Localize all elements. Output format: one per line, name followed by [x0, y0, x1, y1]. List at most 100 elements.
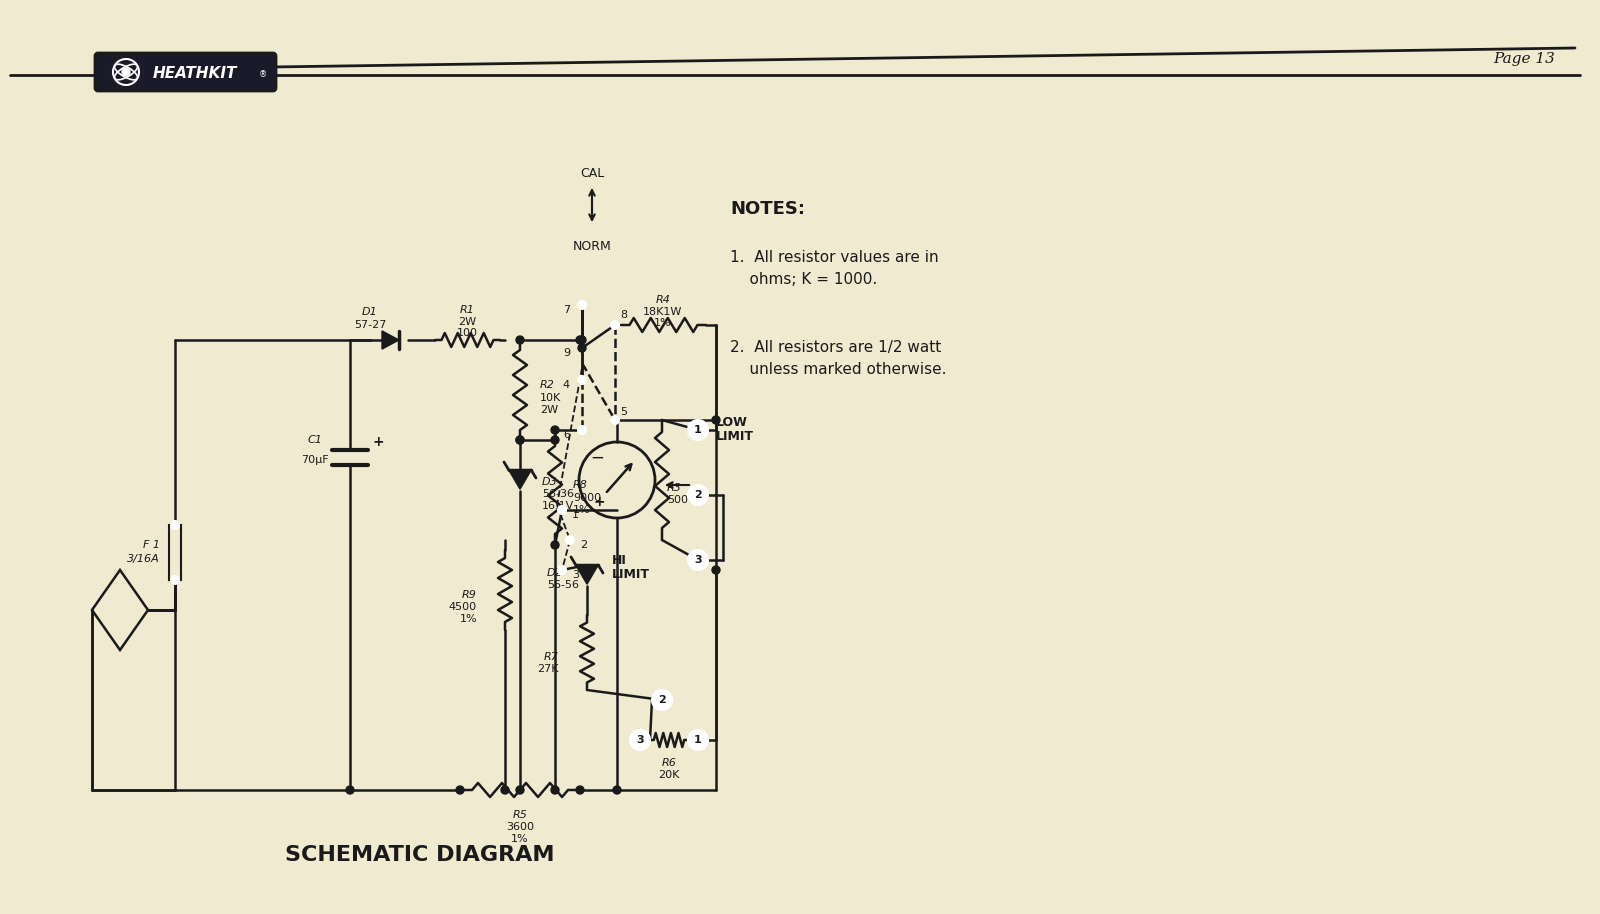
Text: CAL: CAL — [579, 167, 605, 180]
Text: +: + — [373, 435, 384, 449]
Circle shape — [171, 576, 179, 584]
Circle shape — [653, 690, 672, 710]
Text: 9: 9 — [563, 348, 570, 358]
Circle shape — [566, 536, 574, 544]
Text: D3: D3 — [542, 477, 558, 487]
Circle shape — [630, 730, 650, 750]
Circle shape — [122, 68, 130, 76]
Text: R5: R5 — [512, 810, 528, 820]
Text: 100: 100 — [456, 328, 477, 338]
Circle shape — [346, 786, 354, 794]
Circle shape — [515, 786, 525, 794]
Text: R9: R9 — [462, 590, 477, 600]
Text: 2.  All resistors are 1/2 watt
    unless marked otherwise.: 2. All resistors are 1/2 watt unless mar… — [730, 340, 947, 377]
Circle shape — [558, 566, 566, 574]
Text: 1%: 1% — [510, 834, 530, 844]
Text: 56-56: 56-56 — [547, 580, 579, 590]
Text: NORM: NORM — [573, 240, 611, 253]
Circle shape — [515, 336, 525, 344]
Text: 2: 2 — [694, 490, 702, 500]
Circle shape — [613, 786, 621, 794]
Circle shape — [688, 730, 707, 750]
Text: 4500: 4500 — [450, 602, 477, 612]
Text: 2: 2 — [658, 695, 666, 705]
Text: R7: R7 — [544, 652, 558, 662]
Text: R4: R4 — [656, 295, 670, 305]
Circle shape — [688, 550, 707, 570]
Polygon shape — [576, 565, 598, 584]
Text: C1: C1 — [307, 435, 323, 445]
Text: 2: 2 — [579, 540, 587, 550]
Circle shape — [550, 541, 558, 549]
Polygon shape — [382, 331, 398, 349]
Circle shape — [611, 416, 619, 424]
Text: R3: R3 — [667, 483, 682, 493]
Text: 5000: 5000 — [667, 495, 694, 505]
Circle shape — [515, 436, 525, 444]
Circle shape — [576, 786, 584, 794]
Polygon shape — [509, 470, 531, 489]
Circle shape — [501, 786, 509, 794]
Text: HEATHKIT: HEATHKIT — [154, 66, 237, 80]
Text: 3600: 3600 — [506, 822, 534, 832]
Circle shape — [712, 566, 720, 574]
Circle shape — [578, 301, 586, 309]
Circle shape — [515, 436, 525, 444]
Circle shape — [456, 786, 464, 794]
Text: 1: 1 — [694, 735, 702, 745]
Text: 56-36: 56-36 — [542, 489, 574, 499]
Text: Page 13: Page 13 — [1493, 52, 1555, 66]
Text: R8: R8 — [573, 480, 587, 490]
Circle shape — [578, 376, 586, 384]
Text: 27K: 27K — [538, 664, 558, 674]
Text: 18K1W: 18K1W — [643, 307, 683, 317]
Text: SCHEMATIC DIAGRAM: SCHEMATIC DIAGRAM — [285, 845, 555, 865]
Circle shape — [578, 426, 586, 434]
Text: 9000: 9000 — [573, 493, 602, 503]
Circle shape — [171, 521, 179, 529]
Text: 1.  All resistor values are in
    ohms; K = 1000.: 1. All resistor values are in ohms; K = … — [730, 250, 939, 287]
Text: 16.1V: 16.1V — [542, 501, 574, 511]
Text: +: + — [594, 495, 605, 509]
Text: LIMIT: LIMIT — [611, 569, 650, 581]
Circle shape — [611, 416, 619, 424]
Text: 1: 1 — [573, 510, 579, 520]
Text: F 1
3/16A: F 1 3/16A — [128, 540, 160, 564]
Circle shape — [550, 436, 558, 444]
Text: 8: 8 — [621, 310, 627, 320]
Text: −: − — [590, 449, 603, 467]
Text: LIMIT: LIMIT — [717, 430, 754, 443]
Text: 1%: 1% — [654, 318, 672, 328]
Text: R6: R6 — [661, 758, 677, 768]
FancyBboxPatch shape — [94, 53, 277, 91]
Circle shape — [611, 321, 619, 329]
Text: 10K: 10K — [541, 393, 562, 403]
Circle shape — [712, 416, 720, 424]
Text: 1%: 1% — [573, 505, 590, 515]
Circle shape — [576, 336, 584, 344]
Text: 3: 3 — [637, 735, 643, 745]
Circle shape — [688, 485, 707, 505]
Text: 2W: 2W — [458, 317, 477, 327]
Text: 7: 7 — [563, 305, 570, 315]
Text: 1%: 1% — [459, 614, 477, 624]
Text: 70μF: 70μF — [301, 455, 330, 465]
Circle shape — [558, 506, 566, 514]
Circle shape — [578, 344, 586, 352]
Text: 6: 6 — [563, 430, 570, 440]
Text: 20K: 20K — [658, 770, 680, 780]
Text: 57-27: 57-27 — [354, 320, 386, 330]
Circle shape — [688, 420, 707, 440]
Text: NOTES:: NOTES: — [730, 200, 805, 218]
Circle shape — [550, 426, 558, 434]
Text: R1: R1 — [459, 305, 475, 315]
Text: 1: 1 — [694, 425, 702, 435]
Text: ®: ® — [259, 70, 267, 80]
Text: D1: D1 — [362, 307, 378, 317]
Text: R2: R2 — [541, 380, 555, 390]
Text: 3: 3 — [694, 555, 702, 565]
Text: HI: HI — [611, 554, 627, 567]
Text: 4: 4 — [563, 380, 570, 390]
Text: 3: 3 — [573, 570, 579, 580]
Circle shape — [550, 786, 558, 794]
